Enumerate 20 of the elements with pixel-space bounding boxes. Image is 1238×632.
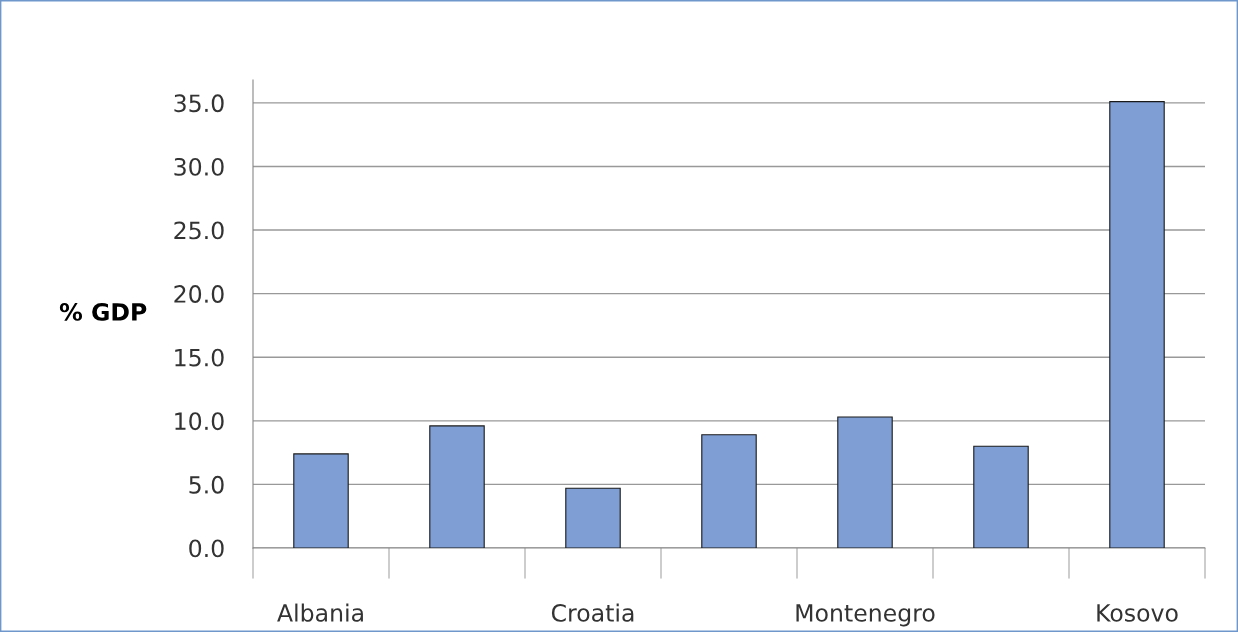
x-tick-label: Croatia: [551, 603, 634, 622]
y-tick-label: 15.0: [175, 348, 224, 367]
bar: [1109, 101, 1165, 548]
y-tick-label: 25.0: [174, 221, 224, 240]
bar: [837, 416, 893, 548]
y-tick-label: 35.0: [174, 94, 224, 113]
x-tick-label: Kosovo: [1097, 604, 1178, 622]
x-tick-label: Albania: [277, 603, 363, 622]
bar: [429, 425, 485, 548]
bar: [701, 434, 757, 548]
y-tick-label: 0.0: [189, 539, 224, 558]
bar: [973, 445, 1029, 548]
y-tick-label: 5.0: [189, 475, 224, 494]
bar: [565, 487, 621, 548]
y-tick-label: 20.0: [174, 285, 224, 303]
bar: [293, 453, 349, 548]
y-axis-title: % GDP: [59, 302, 147, 321]
y-tick-label: 30.0: [174, 157, 224, 176]
x-tick-label: Montenegro: [796, 604, 935, 627]
y-tick-label: 10.0: [175, 412, 224, 431]
